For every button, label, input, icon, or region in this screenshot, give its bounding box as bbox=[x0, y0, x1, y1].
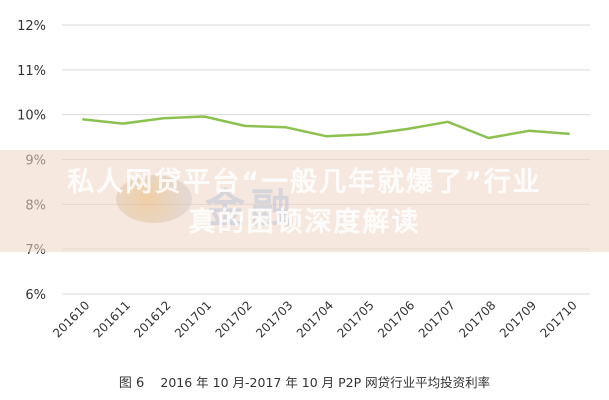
watermark-brand: 金融 bbox=[205, 186, 297, 232]
x-tick-label: 201703 bbox=[253, 298, 295, 340]
x-tick-label: 201705 bbox=[334, 298, 376, 340]
series-line bbox=[82, 115, 570, 140]
x-tick-label: 201610 bbox=[50, 298, 92, 340]
watermark-logo-icon bbox=[116, 175, 192, 223]
x-tick-label: 201709 bbox=[497, 298, 539, 340]
y-tick-label: 11% bbox=[17, 64, 46, 79]
x-tick-label: 201702 bbox=[213, 298, 255, 340]
x-tick-label: 201611 bbox=[91, 298, 133, 340]
x-tick-label: 201704 bbox=[294, 298, 336, 340]
watermark-band bbox=[0, 150, 609, 252]
y-tick-label: 10% bbox=[17, 109, 46, 124]
y-tick-label: 6% bbox=[25, 288, 46, 303]
watermark-line-2: 真的困顿深度解读 bbox=[188, 207, 421, 238]
watermark-line-1: 私人网贷平台“一般几年就爆了”行业 bbox=[67, 167, 542, 198]
x-tick-label: 201612 bbox=[131, 298, 173, 340]
x-tick-label: 201710 bbox=[538, 298, 580, 340]
y-tick-label: 12% bbox=[17, 19, 46, 34]
x-tick-label: 201701 bbox=[172, 298, 214, 340]
x-tick-label: 201706 bbox=[375, 298, 417, 340]
caption-figure-number: 图 6 bbox=[118, 376, 145, 391]
x-tick-label: 201708 bbox=[456, 298, 498, 340]
caption-period: 2016 年 10 月-2017 年 10 月 P2P 网贷行业平均投资利率 bbox=[160, 375, 491, 390]
x-tick-label: 201707 bbox=[416, 298, 458, 340]
figure-caption: 图 6 2016 年 10 月-2017 年 10 月 P2P 网贷行业平均投资… bbox=[0, 372, 609, 391]
